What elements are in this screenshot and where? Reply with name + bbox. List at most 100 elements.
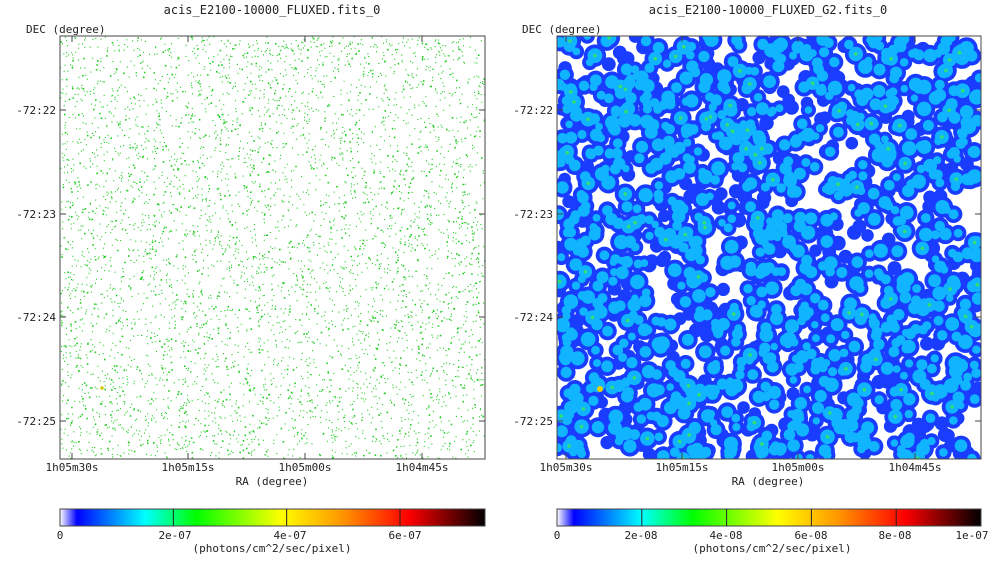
blob-core-956 [918,324,928,335]
blob-core-432 [793,167,806,180]
blob-peak-288 [610,385,614,390]
blob-core-1353 [607,123,617,133]
blob-peak-179 [963,314,968,319]
blob-core-663 [617,256,626,265]
blob-core-1305 [614,234,629,250]
blob-core-973 [711,132,720,140]
blob-core-1196 [845,419,859,432]
blob-core-396 [718,136,733,151]
blob-core-401 [946,149,956,159]
blob-core-1330 [861,353,875,367]
blob-peak-860 [947,58,952,62]
blob-core-195 [756,102,769,116]
blob-core-939 [791,354,801,363]
blob-core-1373 [620,389,634,403]
blob-core-1208 [868,441,880,452]
blob-core-1290 [803,385,811,394]
blob-core-844 [677,203,689,215]
blob-core-792 [801,158,811,167]
blob-core-254 [664,318,677,331]
right-ylabel: DEC (degree) [522,23,601,36]
blob-core-1115 [677,406,691,420]
blob-core-454 [685,94,699,108]
blob-core-1083 [699,73,714,87]
blob-core-775 [833,191,844,201]
blob-outline-1145 [679,176,693,191]
blob-peak-137 [748,82,752,86]
blob-core-438 [916,101,932,117]
blob-peak-695 [920,246,925,251]
blob-core-417 [961,247,974,260]
blob-core-1380 [916,359,928,371]
blob-core-870 [932,169,943,180]
blob-core-881 [727,214,737,224]
blob-peak-570 [586,117,590,121]
blob-outline-658 [655,254,669,268]
blob-peak-490 [860,312,864,317]
blob-core-773 [899,291,912,304]
blob-outline-1324 [737,401,750,414]
blob-core-756 [783,156,794,167]
blob-core-1094 [949,364,964,379]
blob-core-1114 [653,384,665,396]
blob-core-1075 [791,284,801,294]
blob-outline-1135 [824,274,839,289]
blob-core-675 [732,152,745,165]
blob-core-1339 [899,450,913,459]
blob-core-558 [601,164,610,174]
left-cbar-tick-2: 4e-07 [273,529,306,542]
blob-core-605 [610,254,621,265]
blob-core-1167 [630,65,640,74]
blob-core-1383 [888,318,899,329]
blob-core-987 [578,80,590,92]
blob-core-947 [890,399,903,411]
blob-core-911 [870,330,882,341]
blob-core-963 [910,178,919,187]
blob-peak-406 [889,57,893,61]
right-xtick-2: 1h05m00s [772,461,825,474]
blob-core-1265 [779,334,793,347]
blob-core-801 [844,39,854,50]
blob-core-968 [768,106,777,115]
blob-core-465 [636,414,646,424]
blob-core-1057 [960,138,968,146]
blob-core-1335 [692,289,706,303]
right-ytick-1: -72:23 [513,208,553,221]
blob-core-991 [812,402,824,414]
blob-core-931 [946,275,960,289]
blob-core-341 [751,306,763,318]
blob-peak-423 [828,411,832,415]
blob-peak-835 [886,147,891,151]
left-image-area[interactable] [60,36,486,460]
blob-core-113 [960,379,971,391]
blob-core-725 [820,235,834,248]
blob-outline-694 [557,240,565,254]
blob-outline-842 [759,115,774,131]
blob-core-1245 [569,159,581,172]
blob-core-713 [650,157,664,171]
blob-peak-677 [704,117,709,121]
blob-core-155 [718,219,726,227]
left-cbar-tick-1: 2e-07 [158,529,191,542]
blob-core-920 [724,239,739,254]
blob-core-1387 [701,121,712,132]
left-xlabel: RA (degree) [236,475,309,488]
blob-core-598 [896,274,909,288]
blob-outline-1006 [871,374,886,390]
blob-core-523 [677,281,686,290]
blob-outline-1019 [612,45,627,60]
blob-core-1160 [610,105,621,116]
blob-outline-1358 [826,66,840,80]
right-image-area[interactable] [548,27,988,470]
blob-core-1082 [651,138,665,152]
blob-peak-1217 [947,108,951,112]
blob-core-1185 [916,164,926,174]
blob-core-890 [764,43,779,58]
blob-core-728 [890,206,900,215]
blob-peak-1147 [771,177,775,182]
blob-core-1229 [668,263,682,278]
blob-core-1315 [629,429,640,440]
right-ytick-3: -72:25 [513,415,553,428]
blob-peak-937 [624,109,628,114]
blob-outline-440 [920,336,934,351]
